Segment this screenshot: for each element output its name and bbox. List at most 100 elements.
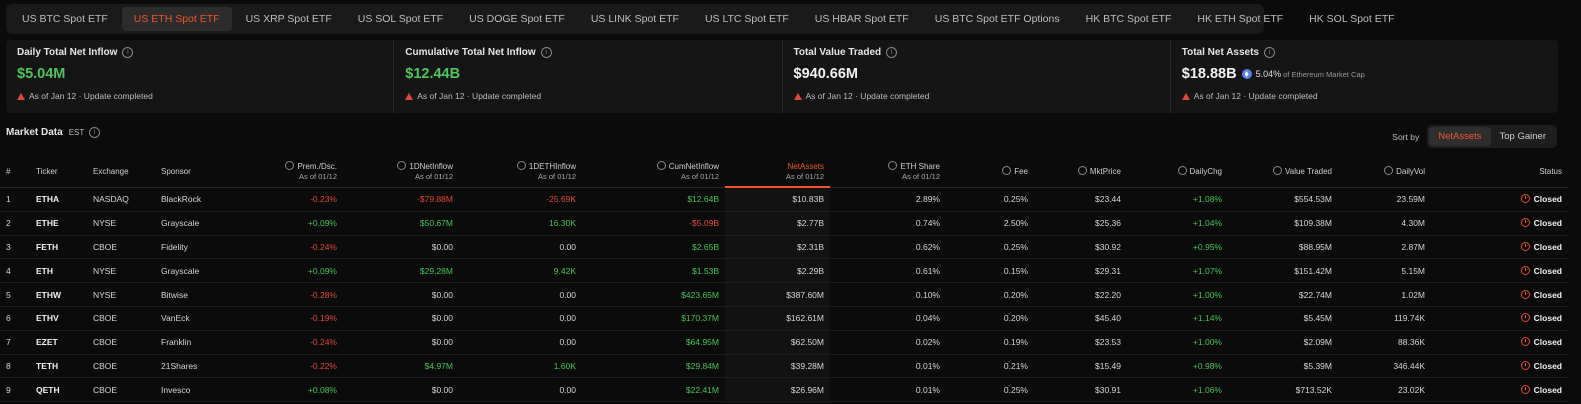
- col-header-netassets[interactable]: NetAssets As of 01/12: [725, 156, 830, 188]
- update-note: As of Jan 12 · Update completed: [417, 91, 542, 101]
- tab-hk-eth-spot-etf[interactable]: HK ETH Spot ETF: [1197, 13, 1284, 25]
- cell-daily-chg: +1.06%: [1127, 377, 1228, 403]
- warning-icon: [1181, 92, 1190, 100]
- table-row[interactable]: 9 QETH CBOE Invesco +0.08% $0.00 0.00 $22.41M $2…: [0, 377, 1568, 403]
- cell-1d-eth-inflow: 9.42K: [459, 258, 582, 284]
- cell-ticker[interactable]: ETHW: [30, 282, 87, 307]
- info-icon[interactable]: i: [886, 47, 898, 58]
- cell-prem-dsc: -0.19%: [245, 306, 343, 331]
- cell-ticker[interactable]: ETHE: [30, 211, 87, 236]
- cell-row-number: 2: [0, 211, 30, 236]
- tab-hk-sol-spot-etf[interactable]: HK SOL Spot ETF: [1309, 13, 1395, 25]
- tab-hk-btc-spot-etf[interactable]: HK BTC Spot ETF: [1085, 13, 1172, 25]
- cell-fee: 0.20%: [946, 306, 1034, 331]
- tab-us-btc-spot-etf-options[interactable]: US BTC Spot ETF Options: [934, 13, 1060, 25]
- cell-prem-dsc: -0.22%: [245, 354, 343, 379]
- tab-us-btc-spot-etf[interactable]: US BTC Spot ETF: [22, 13, 108, 25]
- cell-1d-eth-inflow: 0.00: [459, 377, 582, 403]
- info-icon[interactable]: i: [122, 47, 134, 58]
- cell-fee: 0.19%: [946, 330, 1034, 355]
- tab-us-hbar-spot-etf[interactable]: US HBAR Spot ETF: [814, 13, 909, 25]
- table-row[interactable]: 7 EZET CBOE Franklin -0.24% $0.00 0.00 $64.95M $…: [0, 330, 1568, 355]
- status-label: Closed: [1533, 360, 1562, 371]
- cell-sponsor: Fidelity: [155, 235, 245, 260]
- tab-us-sol-spot-etf[interactable]: US SOL Spot ETF: [357, 13, 444, 25]
- cell-value-traded: $713.52K: [1228, 377, 1338, 403]
- col-header-1dethinflow[interactable]: 1DETHInflow As of 01/12: [459, 156, 582, 188]
- cell-row-number: 6: [0, 306, 30, 331]
- col-header-fee[interactable]: Fee: [946, 156, 1034, 188]
- cell-row-number: 9: [0, 377, 30, 403]
- header-asof: As of 01/12: [299, 172, 337, 182]
- status-label: Closed: [1533, 289, 1562, 300]
- col-header-dailyvol[interactable]: DailyVol: [1338, 156, 1431, 188]
- sort-netassets-button[interactable]: NetAssets: [1429, 127, 1491, 146]
- closed-clock-icon: [1520, 289, 1530, 299]
- cell-ticker[interactable]: EZET: [30, 330, 87, 355]
- header-asof: As of 01/12: [786, 171, 824, 181]
- update-note: As of Jan 12 · Update completed: [805, 91, 930, 101]
- tab-us-eth-spot-etf[interactable]: US ETH Spot ETF: [121, 7, 232, 31]
- cell-sponsor: BlackRock: [155, 187, 245, 212]
- cell-ticker[interactable]: TETH: [30, 354, 87, 379]
- card-title: Daily Total Net Inflow: [17, 47, 118, 58]
- cell-exchange: CBOE: [87, 377, 155, 403]
- clock-icon: [285, 161, 295, 171]
- cell-mkt-price: $25.36: [1034, 211, 1127, 236]
- status-label: Closed: [1533, 313, 1562, 324]
- cell-cum-net-inflow: $170.37M: [582, 306, 725, 331]
- cell-ticker[interactable]: ETHV: [30, 306, 87, 331]
- etf-table: # Ticker Exchange Sponsor Prem./Dsc. As o…: [0, 156, 1568, 403]
- table-row[interactable]: 6 ETHV CBOE VanEck -0.19% $0.00 0.00 $170.37M $1…: [0, 306, 1568, 331]
- cell-cum-net-inflow: -$5.09B: [582, 211, 725, 236]
- table-row[interactable]: 8 TETH CBOE 21Shares -0.22% $4.97M 1.60K $29.84…: [0, 354, 1568, 379]
- col-header-exchange[interactable]: Exchange: [87, 156, 155, 188]
- table-row[interactable]: 2 ETHE NYSE Grayscale +0.09% $50.67M 16.30K -$5…: [0, 211, 1568, 236]
- info-icon[interactable]: i: [540, 47, 552, 58]
- cell-prem-dsc: -0.24%: [245, 235, 343, 260]
- table-row[interactable]: 5 ETHW NYSE Bitwise -0.28% $0.00 0.00 $423.65M $…: [0, 282, 1568, 307]
- info-icon[interactable]: i: [89, 127, 101, 138]
- info-icon[interactable]: i: [1264, 47, 1275, 58]
- cell-1d-net-inflow: $4.97M: [343, 354, 459, 379]
- cell-eth-share: 0.04%: [830, 306, 946, 331]
- cell-ticker[interactable]: QETH: [30, 377, 87, 403]
- col-header-1dnetinflow[interactable]: 1DNetInflow As of 01/12: [343, 156, 459, 188]
- sort-control: Sort by NetAssets Top Gainer: [1392, 125, 1557, 148]
- cell-ticker[interactable]: ETHA: [30, 187, 87, 212]
- daily-inflow-value: $5.04M: [17, 66, 66, 82]
- col-header-mktprice[interactable]: MktPrice: [1034, 156, 1127, 188]
- tab-us-xrp-spot-etf[interactable]: US XRP Spot ETF: [245, 13, 332, 25]
- cell-mkt-price: $30.91: [1034, 377, 1127, 403]
- col-header-dailychg[interactable]: DailyChg: [1127, 156, 1228, 188]
- table-row[interactable]: 4 ETH NYSE Grayscale +0.09% $29.28M 9.42K $1.53…: [0, 258, 1568, 284]
- table-row[interactable]: 3 FETH CBOE Fidelity -0.24% $0.00 0.00 $2.65B $2…: [0, 235, 1568, 260]
- col-header-sponsor[interactable]: Sponsor: [155, 156, 245, 188]
- update-note: As of Jan 12 · Update completed: [1193, 91, 1318, 101]
- cell-1d-eth-inflow: 0.00: [459, 282, 582, 307]
- cell-ticker[interactable]: ETH: [30, 258, 87, 284]
- status-label: Closed: [1533, 218, 1562, 229]
- cell-ticker[interactable]: FETH: [30, 235, 87, 260]
- cell-fee: 0.20%: [946, 282, 1034, 307]
- tab-us-doge-spot-etf[interactable]: US DOGE Spot ETF: [469, 13, 565, 25]
- status-label: Closed: [1533, 241, 1562, 252]
- summary-cards: Daily Total Net Inflow i $5.04M As of Jan…: [6, 40, 1558, 113]
- col-header-ticker[interactable]: Ticker: [30, 156, 87, 188]
- col-header-cumnetinflow[interactable]: CumNetInflow As of 01/12: [582, 156, 725, 188]
- cell-cum-net-inflow: $12.64B: [582, 187, 725, 212]
- col-header-ethshare[interactable]: ETH Share As of 01/12: [830, 156, 946, 188]
- cell-cum-net-inflow: $2.65B: [582, 235, 725, 260]
- cell-value-traded: $5.39M: [1228, 354, 1338, 379]
- header-label: DailyChg: [1189, 167, 1222, 177]
- col-header-valuetraded[interactable]: Value Traded: [1228, 156, 1338, 188]
- col-header-prem[interactable]: Prem./Dsc. As of 01/12: [245, 156, 343, 188]
- tab-us-link-spot-etf[interactable]: US LINK Spot ETF: [590, 13, 679, 25]
- sort-top-gainer-button[interactable]: Top Gainer: [1499, 131, 1546, 142]
- table-header-row: # Ticker Exchange Sponsor Prem./Dsc. As o…: [0, 156, 1568, 188]
- cell-eth-share: 0.61%: [830, 258, 946, 284]
- table-row[interactable]: 1 ETHA NASDAQ BlackRock -0.23% -$79.88M -25.69…: [0, 187, 1568, 212]
- cell-status: Closed: [1431, 354, 1568, 379]
- cell-1d-net-inflow: $50.67M: [343, 211, 459, 236]
- tab-us-ltc-spot-etf[interactable]: US LTC Spot ETF: [704, 13, 789, 25]
